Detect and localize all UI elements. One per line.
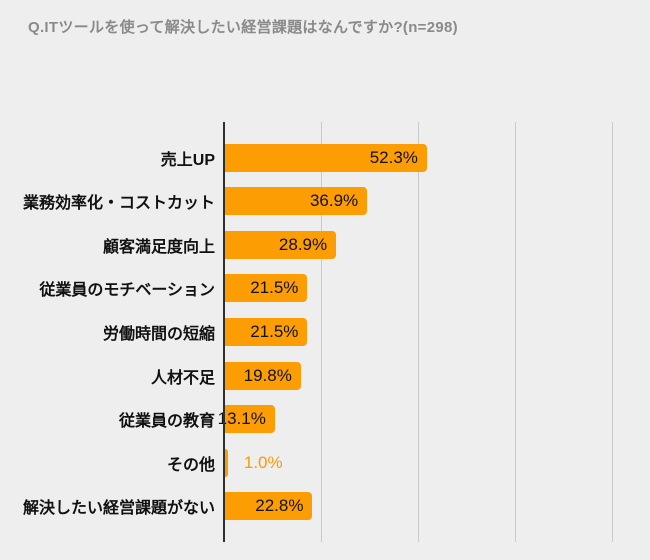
bar-cell: 19.8% — [224, 361, 612, 390]
value-label: 21.5% — [250, 278, 299, 298]
bar: 36.9% — [224, 187, 368, 216]
category-label: 売上UP — [160, 151, 215, 169]
chart-row: 顧客満足度向上 28.9% — [0, 223, 650, 267]
chart-row: 人材不足 19.8% — [0, 354, 650, 398]
category-label: その他 — [166, 456, 215, 474]
bar-cell: 22.8% — [224, 492, 612, 521]
axis-line — [223, 122, 225, 542]
category-label: 顧客満足度向上 — [102, 238, 215, 256]
bar: 21.5% — [224, 274, 308, 303]
gridline — [320, 122, 322, 542]
plot-grid-layer — [223, 122, 613, 542]
bar-cell: 52.3% — [224, 143, 612, 172]
bar: 19.8% — [224, 361, 301, 390]
value-label: 36.9% — [309, 191, 359, 211]
bar: 28.9% — [224, 230, 337, 259]
gridline — [417, 122, 419, 542]
value-label: 1.0% — [243, 452, 283, 472]
value-label: 52.3% — [369, 147, 418, 167]
bar-cell: 36.9% — [224, 187, 612, 216]
chart-row: その他 1.0% — [0, 441, 650, 485]
chart-title: Q.ITツールを使って解決したい経営課題はなんですか?(n=298) — [28, 19, 458, 36]
chart-row: 従業員の教育 13.1% — [0, 397, 650, 441]
bar-cell: 28.9% — [224, 230, 612, 259]
gridline — [611, 122, 613, 542]
category-label: 従業員の教育 — [118, 413, 215, 431]
chart-row: 解決したい経営課題がない 22.8% — [0, 485, 650, 529]
chart-row: 労働時間の短縮 21.5% — [0, 310, 650, 354]
bar-cell: 1.0% — [224, 448, 612, 477]
bar-cell: 21.5% — [224, 274, 612, 303]
value-label: 21.5% — [250, 322, 299, 342]
bar: 22.8% — [224, 492, 313, 521]
bar — [224, 448, 228, 477]
category-label: 従業員のモチベーション — [39, 282, 215, 300]
value-label: 13.1% — [217, 409, 266, 429]
value-label: 19.8% — [243, 365, 292, 385]
chart-row: 従業員のモチベーション 21.5% — [0, 267, 650, 311]
gridline — [514, 122, 516, 542]
category-label: 解決したい経営課題がない — [22, 500, 215, 518]
bar: 21.5% — [224, 318, 308, 347]
value-label: 28.9% — [278, 234, 328, 254]
bar-cell: 21.5% — [224, 318, 612, 347]
value-label: 22.8% — [255, 496, 304, 516]
category-label: 労働時間の短縮 — [102, 326, 215, 344]
bar-cell: 13.1% — [218, 405, 612, 434]
category-label: 業務効率化・コストカット — [22, 195, 215, 213]
bar: 52.3% — [224, 143, 427, 172]
chart-row: 業務効率化・コストカット 36.9% — [0, 180, 650, 224]
bar: 13.1% — [218, 405, 275, 434]
category-label: 人材不足 — [150, 369, 215, 387]
chart-row: 売上UP 52.3% — [0, 136, 650, 180]
bar-rows-container: 売上UP 52.3% 業務効率化・コストカット 36.9% 顧客満足度向上 28.9% 従業… — [0, 122, 650, 542]
